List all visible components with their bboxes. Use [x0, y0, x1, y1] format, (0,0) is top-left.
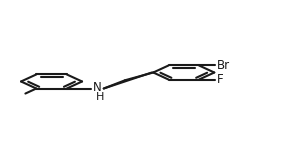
Text: Br: Br — [216, 59, 230, 72]
Text: F: F — [216, 73, 223, 86]
Text: N: N — [93, 81, 102, 94]
Text: H: H — [95, 92, 104, 102]
